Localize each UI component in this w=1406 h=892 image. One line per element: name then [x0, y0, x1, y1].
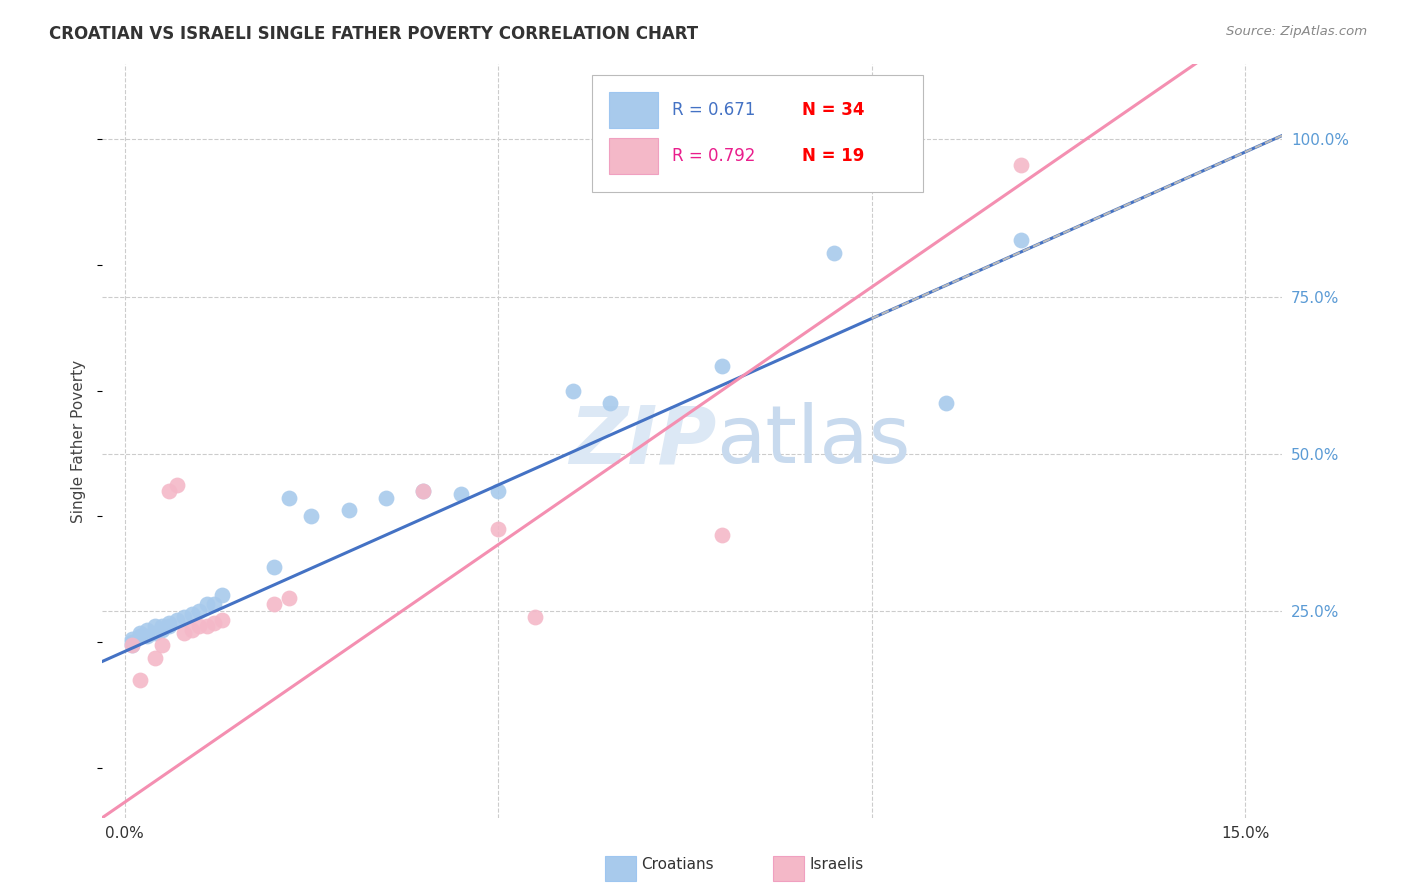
Point	[150, 623, 173, 637]
Point	[166, 613, 188, 627]
Point	[278, 591, 301, 606]
Point	[173, 625, 195, 640]
Point	[561, 384, 583, 398]
Point	[299, 509, 322, 524]
Point	[166, 478, 188, 492]
Point	[159, 616, 181, 631]
Point	[823, 245, 845, 260]
FancyBboxPatch shape	[609, 138, 658, 174]
Text: R = 0.792: R = 0.792	[672, 147, 755, 165]
FancyBboxPatch shape	[609, 92, 658, 128]
Point	[711, 528, 734, 542]
Point	[263, 559, 285, 574]
Point	[128, 629, 150, 643]
Point	[128, 673, 150, 687]
Text: Israelis: Israelis	[810, 857, 865, 872]
Point	[211, 613, 233, 627]
Text: atlas: atlas	[716, 402, 910, 480]
Point	[412, 484, 434, 499]
Point	[136, 623, 159, 637]
Point	[121, 638, 143, 652]
Text: N = 34: N = 34	[801, 101, 865, 119]
Text: CROATIAN VS ISRAELI SINGLE FATHER POVERTY CORRELATION CHART: CROATIAN VS ISRAELI SINGLE FATHER POVERT…	[49, 25, 699, 43]
Point	[599, 396, 621, 410]
Point	[450, 487, 472, 501]
Point	[188, 604, 211, 618]
Point	[143, 625, 166, 640]
Text: Source: ZipAtlas.com: Source: ZipAtlas.com	[1226, 25, 1367, 38]
Point	[136, 629, 159, 643]
Point	[150, 619, 173, 633]
Point	[180, 623, 202, 637]
Point	[202, 616, 225, 631]
Point	[202, 598, 225, 612]
Point	[711, 359, 734, 373]
Point	[278, 491, 301, 505]
Point	[121, 635, 143, 649]
Point	[412, 484, 434, 499]
Point	[486, 484, 509, 499]
Y-axis label: Single Father Poverty: Single Father Poverty	[72, 359, 86, 523]
FancyBboxPatch shape	[592, 75, 922, 193]
Point	[1010, 158, 1032, 172]
Point	[188, 619, 211, 633]
Point	[195, 598, 218, 612]
Point	[935, 396, 957, 410]
Point	[173, 610, 195, 624]
Text: ZIP: ZIP	[568, 402, 716, 480]
Point	[128, 625, 150, 640]
Point	[524, 610, 547, 624]
Point	[121, 638, 143, 652]
Point	[180, 607, 202, 621]
Text: R = 0.671: R = 0.671	[672, 101, 755, 119]
Text: N = 19: N = 19	[801, 147, 865, 165]
Point	[195, 619, 218, 633]
Text: Croatians: Croatians	[641, 857, 714, 872]
Point	[211, 588, 233, 602]
Point	[263, 598, 285, 612]
Point	[150, 638, 173, 652]
Point	[375, 491, 398, 505]
Point	[337, 503, 360, 517]
Point	[143, 619, 166, 633]
Point	[121, 632, 143, 646]
Point	[1010, 233, 1032, 247]
Point	[159, 619, 181, 633]
Point	[143, 650, 166, 665]
Point	[159, 484, 181, 499]
Point	[486, 522, 509, 536]
